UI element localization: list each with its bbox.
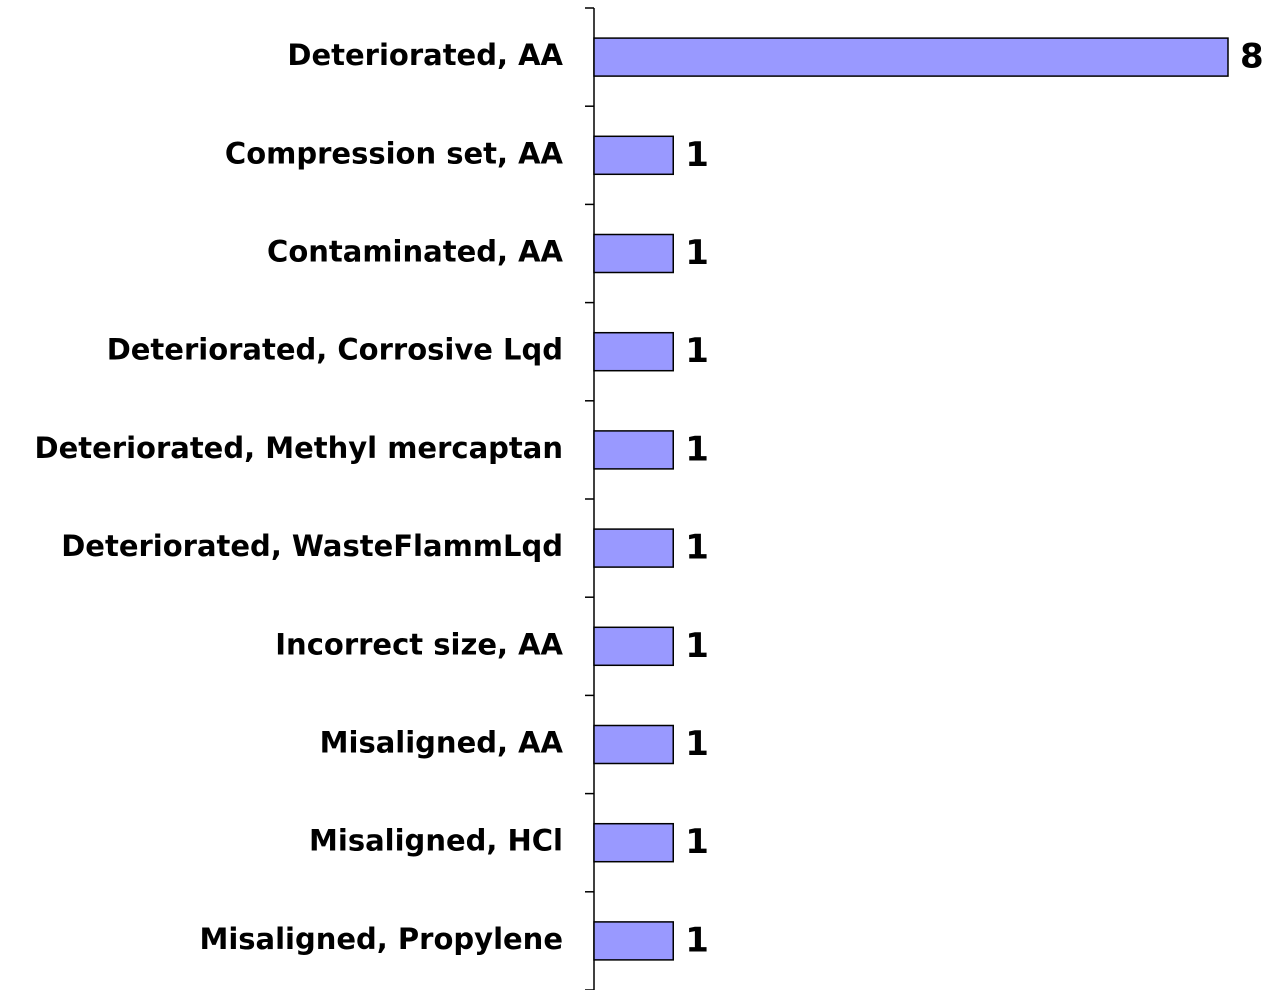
bar (593, 921, 674, 961)
category-label: Incorrect size, AA (275, 627, 563, 661)
data-label: 1 (685, 135, 709, 175)
bar (593, 626, 674, 667)
data-label: 1 (685, 331, 709, 371)
category-label: Contaminated, AA (267, 235, 564, 269)
bar (593, 331, 674, 372)
category-label: Deteriorated, Corrosive Lqd (107, 333, 563, 367)
category-label: Misaligned, HCl (309, 824, 563, 858)
bar (593, 37, 1229, 77)
data-label: 1 (685, 429, 709, 469)
data-label: 8 (1240, 37, 1264, 77)
category-label: Deteriorated, WasteFlammLqd (61, 529, 563, 563)
bar (593, 528, 674, 568)
data-label: 1 (685, 626, 709, 666)
bar (593, 233, 674, 274)
bar (593, 822, 674, 863)
data-label: 1 (685, 822, 709, 862)
category-label: Deteriorated, Methyl mercaptan (35, 431, 563, 465)
bar (593, 135, 674, 176)
data-label: 1 (685, 528, 709, 568)
category-label: Misaligned, AA (320, 726, 564, 760)
category-label: Misaligned, Propylene (199, 922, 563, 956)
data-label: 1 (685, 920, 709, 960)
bar (593, 430, 674, 470)
bar (593, 724, 674, 765)
category-label: Deteriorated, AA (287, 38, 563, 72)
data-label: 1 (685, 233, 709, 273)
category-label: Compression set, AA (225, 136, 564, 170)
data-label: 1 (685, 724, 709, 764)
